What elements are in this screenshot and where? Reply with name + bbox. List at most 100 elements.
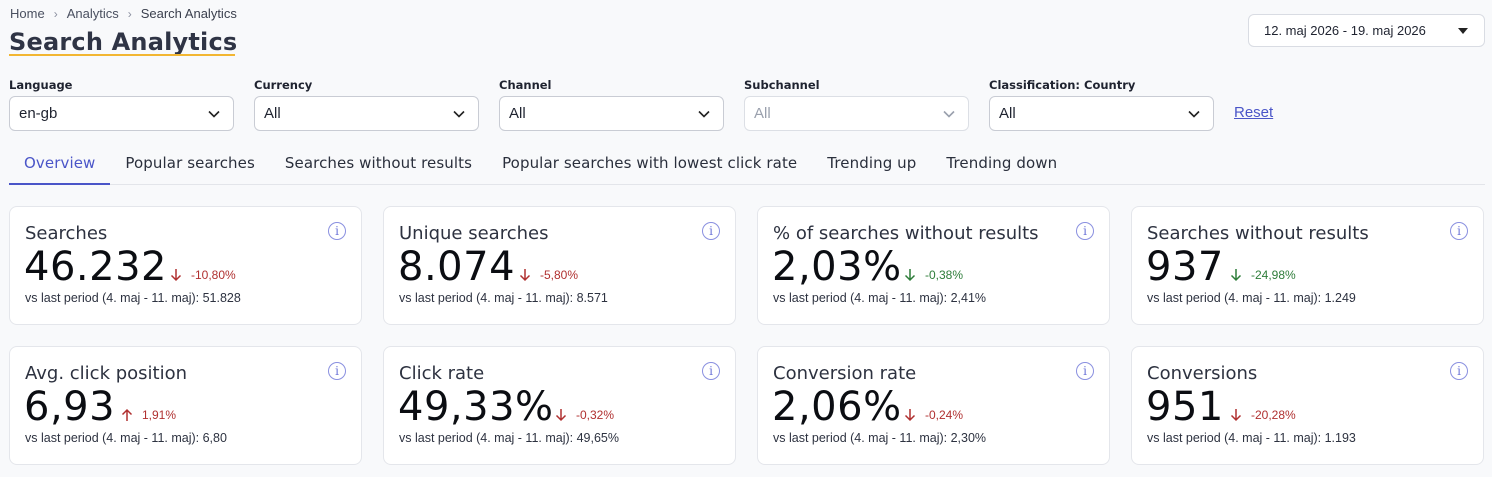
chevron-down-icon	[943, 110, 955, 118]
delta-value: 1,91%	[142, 408, 177, 422]
card-title: Conversions	[1147, 363, 1258, 384]
subchannel-select: All	[744, 96, 969, 131]
caret-down-icon	[1458, 28, 1468, 34]
arrow-down-icon	[519, 269, 531, 282]
channel-select[interactable]: All	[499, 96, 724, 131]
chevron-down-icon	[453, 110, 465, 118]
info-icon[interactable]: i	[702, 362, 720, 380]
card-delta: -0,24%	[904, 408, 963, 422]
tab-lowest-click-rate[interactable]: Popular searches with lowest click rate	[502, 154, 798, 172]
delta-value: -0,24%	[925, 408, 964, 422]
info-icon[interactable]: i	[1076, 362, 1094, 380]
breadcrumb: Home › Analytics › Search Analytics	[10, 6, 237, 21]
info-icon[interactable]: i	[702, 222, 720, 240]
country-select[interactable]: All	[989, 96, 1214, 131]
card-title: Searches without results	[1147, 223, 1369, 244]
tab-trending-down[interactable]: Trending down	[946, 154, 1058, 172]
breadcrumb-home[interactable]: Home	[10, 6, 45, 21]
card-delta: -24,98%	[1230, 268, 1296, 282]
card-comparison: vs last period (4. maj - 11. maj): 51.82…	[25, 291, 241, 305]
filter-language: Language en-gb	[9, 78, 234, 131]
tab-searches-without-results[interactable]: Searches without results	[284, 154, 473, 172]
select-value: All	[509, 105, 526, 122]
language-select[interactable]: en-gb	[9, 96, 234, 131]
card-delta: -20,28%	[1230, 408, 1296, 422]
chevron-down-icon	[1188, 110, 1200, 118]
arrow-down-icon	[1230, 409, 1242, 422]
card-comparison: vs last period (4. maj - 11. maj): 6,80	[25, 431, 227, 445]
currency-select[interactable]: All	[254, 96, 479, 131]
tab-trending-up[interactable]: Trending up	[827, 154, 917, 172]
delta-value: -0,32%	[576, 408, 615, 422]
tab-popular-searches[interactable]: Popular searches	[125, 154, 255, 172]
card-comparison: vs last period (4. maj - 11. maj): 2,41%	[773, 291, 987, 305]
arrow-up-icon	[121, 408, 133, 421]
metric-card-searches-without-results: Searches without results i 937 -24,98% v…	[1131, 206, 1484, 325]
info-icon[interactable]: i	[1076, 222, 1094, 240]
card-value: 49,33%	[398, 384, 554, 430]
info-icon[interactable]: i	[328, 222, 346, 240]
card-delta: -0,38%	[904, 268, 963, 282]
card-value: 6,93	[24, 384, 116, 430]
card-title: Click rate	[399, 363, 485, 384]
card-value: 2,03%	[772, 244, 902, 290]
reset-link[interactable]: Reset	[1234, 104, 1274, 121]
arrow-down-icon	[904, 269, 916, 282]
filter-channel: Channel All	[499, 78, 724, 131]
title-underline	[9, 54, 235, 56]
card-value: 937	[1146, 244, 1224, 290]
card-title: Searches	[25, 223, 108, 244]
chevron-right-icon: ›	[53, 6, 58, 21]
card-comparison: vs last period (4. maj - 11. maj): 1.193	[1147, 431, 1356, 445]
breadcrumb-analytics[interactable]: Analytics	[66, 6, 119, 21]
metric-card-avg-click-position: Avg. click position i 6,93 1,91% vs last…	[9, 346, 362, 465]
metric-card-conversions: Conversions i 951 -20,28% vs last period…	[1131, 346, 1484, 465]
card-comparison: vs last period (4. maj - 11. maj): 2,30%	[773, 431, 987, 445]
delta-value: -5,80%	[540, 268, 579, 282]
select-value: en-gb	[19, 105, 58, 122]
date-range-picker[interactable]: 12. maj 2026 - 19. maj 2026	[1248, 14, 1485, 47]
delta-value: -24,98%	[1251, 268, 1296, 282]
card-delta: 1,91%	[121, 408, 176, 422]
card-value: 46.232	[24, 244, 167, 290]
card-delta: -5,80%	[519, 268, 578, 282]
tab-overview[interactable]: Overview	[9, 145, 111, 185]
select-value: All	[754, 105, 771, 122]
page-title: Search Analytics	[9, 28, 238, 56]
card-delta: -0,32%	[555, 408, 614, 422]
info-icon[interactable]: i	[1450, 222, 1468, 240]
filter-subchannel: Subchannel All	[744, 78, 969, 131]
arrow-down-icon	[904, 409, 916, 422]
card-title: % of searches without results	[773, 223, 1039, 244]
info-icon[interactable]: i	[1450, 362, 1468, 380]
metric-card-pct-without-results: % of searches without results i 2,03% -0…	[757, 206, 1110, 325]
card-comparison: vs last period (4. maj - 11. maj): 8.571	[399, 291, 608, 305]
delta-value: -10,80%	[191, 268, 236, 282]
delta-value: -0,38%	[925, 268, 964, 282]
card-value: 8.074	[398, 244, 516, 290]
arrow-down-icon	[555, 409, 567, 422]
metric-card-searches: Searches i 46.232 -10,80% vs last period…	[9, 206, 362, 325]
filter-currency: Currency All	[254, 78, 479, 131]
info-icon[interactable]: i	[328, 362, 346, 380]
card-comparison: vs last period (4. maj - 11. maj): 1.249	[1147, 291, 1356, 305]
arrow-down-icon	[170, 269, 182, 282]
card-title: Conversion rate	[773, 363, 917, 384]
card-comparison: vs last period (4. maj - 11. maj): 49,65…	[399, 431, 619, 445]
chevron-right-icon: ›	[127, 6, 132, 21]
breadcrumb-current: Search Analytics	[140, 6, 237, 21]
tab-bar: Overview Popular searches Searches witho…	[9, 145, 1485, 185]
select-value: All	[264, 105, 281, 122]
metric-card-click-rate: Click rate i 49,33% -0,32% vs last perio…	[383, 346, 736, 465]
card-value: 951	[1146, 384, 1224, 430]
arrow-down-icon	[1230, 269, 1242, 282]
date-range-label: 12. maj 2026 - 19. maj 2026	[1264, 23, 1426, 38]
card-title: Unique searches	[399, 223, 549, 244]
card-delta: -10,80%	[170, 268, 236, 282]
metric-card-unique-searches: Unique searches i 8.074 -5,80% vs last p…	[383, 206, 736, 325]
chevron-down-icon	[208, 110, 220, 118]
filter-label: Currency	[254, 78, 313, 92]
filter-label: Language	[9, 78, 73, 92]
filter-label: Classification: Country	[989, 78, 1136, 92]
filter-label: Channel	[499, 78, 552, 92]
